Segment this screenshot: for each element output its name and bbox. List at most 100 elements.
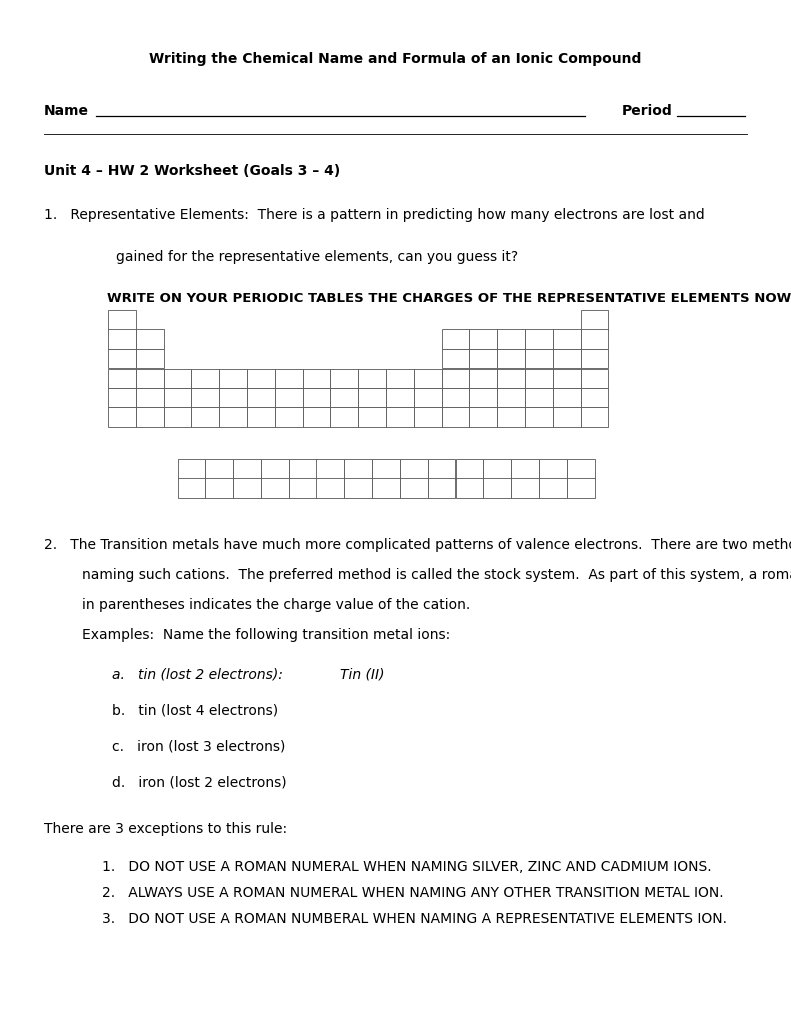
Bar (274, 388, 303, 408)
Text: b.   tin (lost 4 electrons): b. tin (lost 4 electrons) (112, 705, 278, 718)
Bar (539, 459, 566, 478)
Bar (358, 369, 386, 388)
Bar (247, 369, 274, 388)
Bar (136, 388, 164, 408)
Text: in parentheses indicates the charge value of the cation.: in parentheses indicates the charge valu… (81, 598, 470, 612)
Text: There are 3 exceptions to this rule:: There are 3 exceptions to this rule: (44, 822, 286, 836)
Text: gained for the representative elements, can you guess it?: gained for the representative elements, … (115, 250, 517, 264)
Bar (469, 369, 498, 388)
Bar (525, 369, 553, 388)
Bar (525, 388, 553, 408)
Bar (331, 388, 358, 408)
Bar (331, 369, 358, 388)
Bar (581, 388, 608, 408)
Text: 3.   DO NOT USE A ROMAN NUMBERAL WHEN NAMING A REPRESENTATIVE ELEMENTS ION.: 3. DO NOT USE A ROMAN NUMBERAL WHEN NAMI… (101, 912, 726, 926)
Bar (206, 478, 233, 498)
Text: Tin (II): Tin (II) (339, 668, 384, 682)
Bar (469, 408, 498, 427)
Bar (553, 388, 581, 408)
Bar (108, 388, 136, 408)
Bar (261, 478, 289, 498)
Bar (372, 478, 400, 498)
Bar (289, 459, 316, 478)
Bar (206, 459, 233, 478)
Bar (483, 478, 511, 498)
Text: 1.   Representative Elements:  There is a pattern in predicting how many electro: 1. Representative Elements: There is a p… (44, 208, 704, 222)
Text: Name: Name (44, 104, 89, 118)
Bar (498, 369, 525, 388)
Text: WRITE ON YOUR PERIODIC TABLES THE CHARGES OF THE REPRESENTATIVE ELEMENTS NOW.: WRITE ON YOUR PERIODIC TABLES THE CHARGE… (107, 292, 791, 305)
Bar (191, 388, 219, 408)
Bar (344, 459, 372, 478)
Bar (441, 369, 469, 388)
Bar (498, 330, 525, 349)
Bar (136, 349, 164, 369)
Bar (428, 459, 456, 478)
Bar (553, 408, 581, 427)
Bar (525, 349, 553, 369)
Bar (553, 330, 581, 349)
Bar (581, 408, 608, 427)
Bar (483, 459, 511, 478)
Bar (108, 310, 136, 330)
Text: 2.   The Transition metals have much more complicated patterns of valence electr: 2. The Transition metals have much more … (44, 538, 791, 552)
Bar (358, 388, 386, 408)
Bar (274, 369, 303, 388)
Bar (498, 349, 525, 369)
Bar (108, 330, 136, 349)
Bar (414, 388, 441, 408)
Bar (316, 478, 344, 498)
Bar (303, 408, 331, 427)
Bar (511, 459, 539, 478)
Text: Writing the Chemical Name and Formula of an Ionic Compound: Writing the Chemical Name and Formula of… (149, 52, 642, 66)
Bar (525, 330, 553, 349)
Bar (289, 478, 316, 498)
Bar (247, 388, 274, 408)
Bar (400, 478, 428, 498)
Bar (581, 369, 608, 388)
Bar (177, 459, 206, 478)
Text: naming such cations.  The preferred method is called the stock system.  As part : naming such cations. The preferred metho… (81, 568, 791, 582)
Bar (108, 349, 136, 369)
Bar (219, 408, 247, 427)
Bar (386, 369, 414, 388)
Bar (441, 349, 469, 369)
Bar (498, 408, 525, 427)
Bar (164, 388, 191, 408)
Text: Examples:  Name the following transition metal ions:: Examples: Name the following transition … (81, 628, 450, 642)
Bar (108, 408, 136, 427)
Bar (441, 388, 469, 408)
Bar (136, 369, 164, 388)
Text: 2.   ALWAYS USE A ROMAN NUMERAL WHEN NAMING ANY OTHER TRANSITION METAL ION.: 2. ALWAYS USE A ROMAN NUMERAL WHEN NAMIN… (101, 886, 723, 900)
Bar (331, 408, 358, 427)
Bar (456, 478, 483, 498)
Bar (469, 388, 498, 408)
Bar (386, 408, 414, 427)
Bar (344, 478, 372, 498)
Bar (191, 369, 219, 388)
Bar (539, 478, 566, 498)
Bar (428, 478, 456, 498)
Text: c.   iron (lost 3 electrons): c. iron (lost 3 electrons) (112, 740, 285, 754)
Bar (469, 349, 498, 369)
Bar (164, 369, 191, 388)
Bar (303, 369, 331, 388)
Text: 1.   DO NOT USE A ROMAN NUMERAL WHEN NAMING SILVER, ZINC AND CADMIUM IONS.: 1. DO NOT USE A ROMAN NUMERAL WHEN NAMIN… (101, 860, 711, 874)
Bar (511, 478, 539, 498)
Bar (441, 330, 469, 349)
Bar (136, 408, 164, 427)
Bar (566, 478, 595, 498)
Bar (469, 330, 498, 349)
Text: d.   iron (lost 2 electrons): d. iron (lost 2 electrons) (112, 776, 286, 790)
Bar (316, 459, 344, 478)
Bar (581, 349, 608, 369)
Bar (414, 369, 441, 388)
Bar (358, 408, 386, 427)
Bar (581, 310, 608, 330)
Bar (414, 408, 441, 427)
Bar (441, 408, 469, 427)
Text: Unit 4 – HW 2 Worksheet (Goals 3 – 4): Unit 4 – HW 2 Worksheet (Goals 3 – 4) (44, 164, 340, 178)
Bar (261, 459, 289, 478)
Bar (566, 459, 595, 478)
Bar (219, 388, 247, 408)
